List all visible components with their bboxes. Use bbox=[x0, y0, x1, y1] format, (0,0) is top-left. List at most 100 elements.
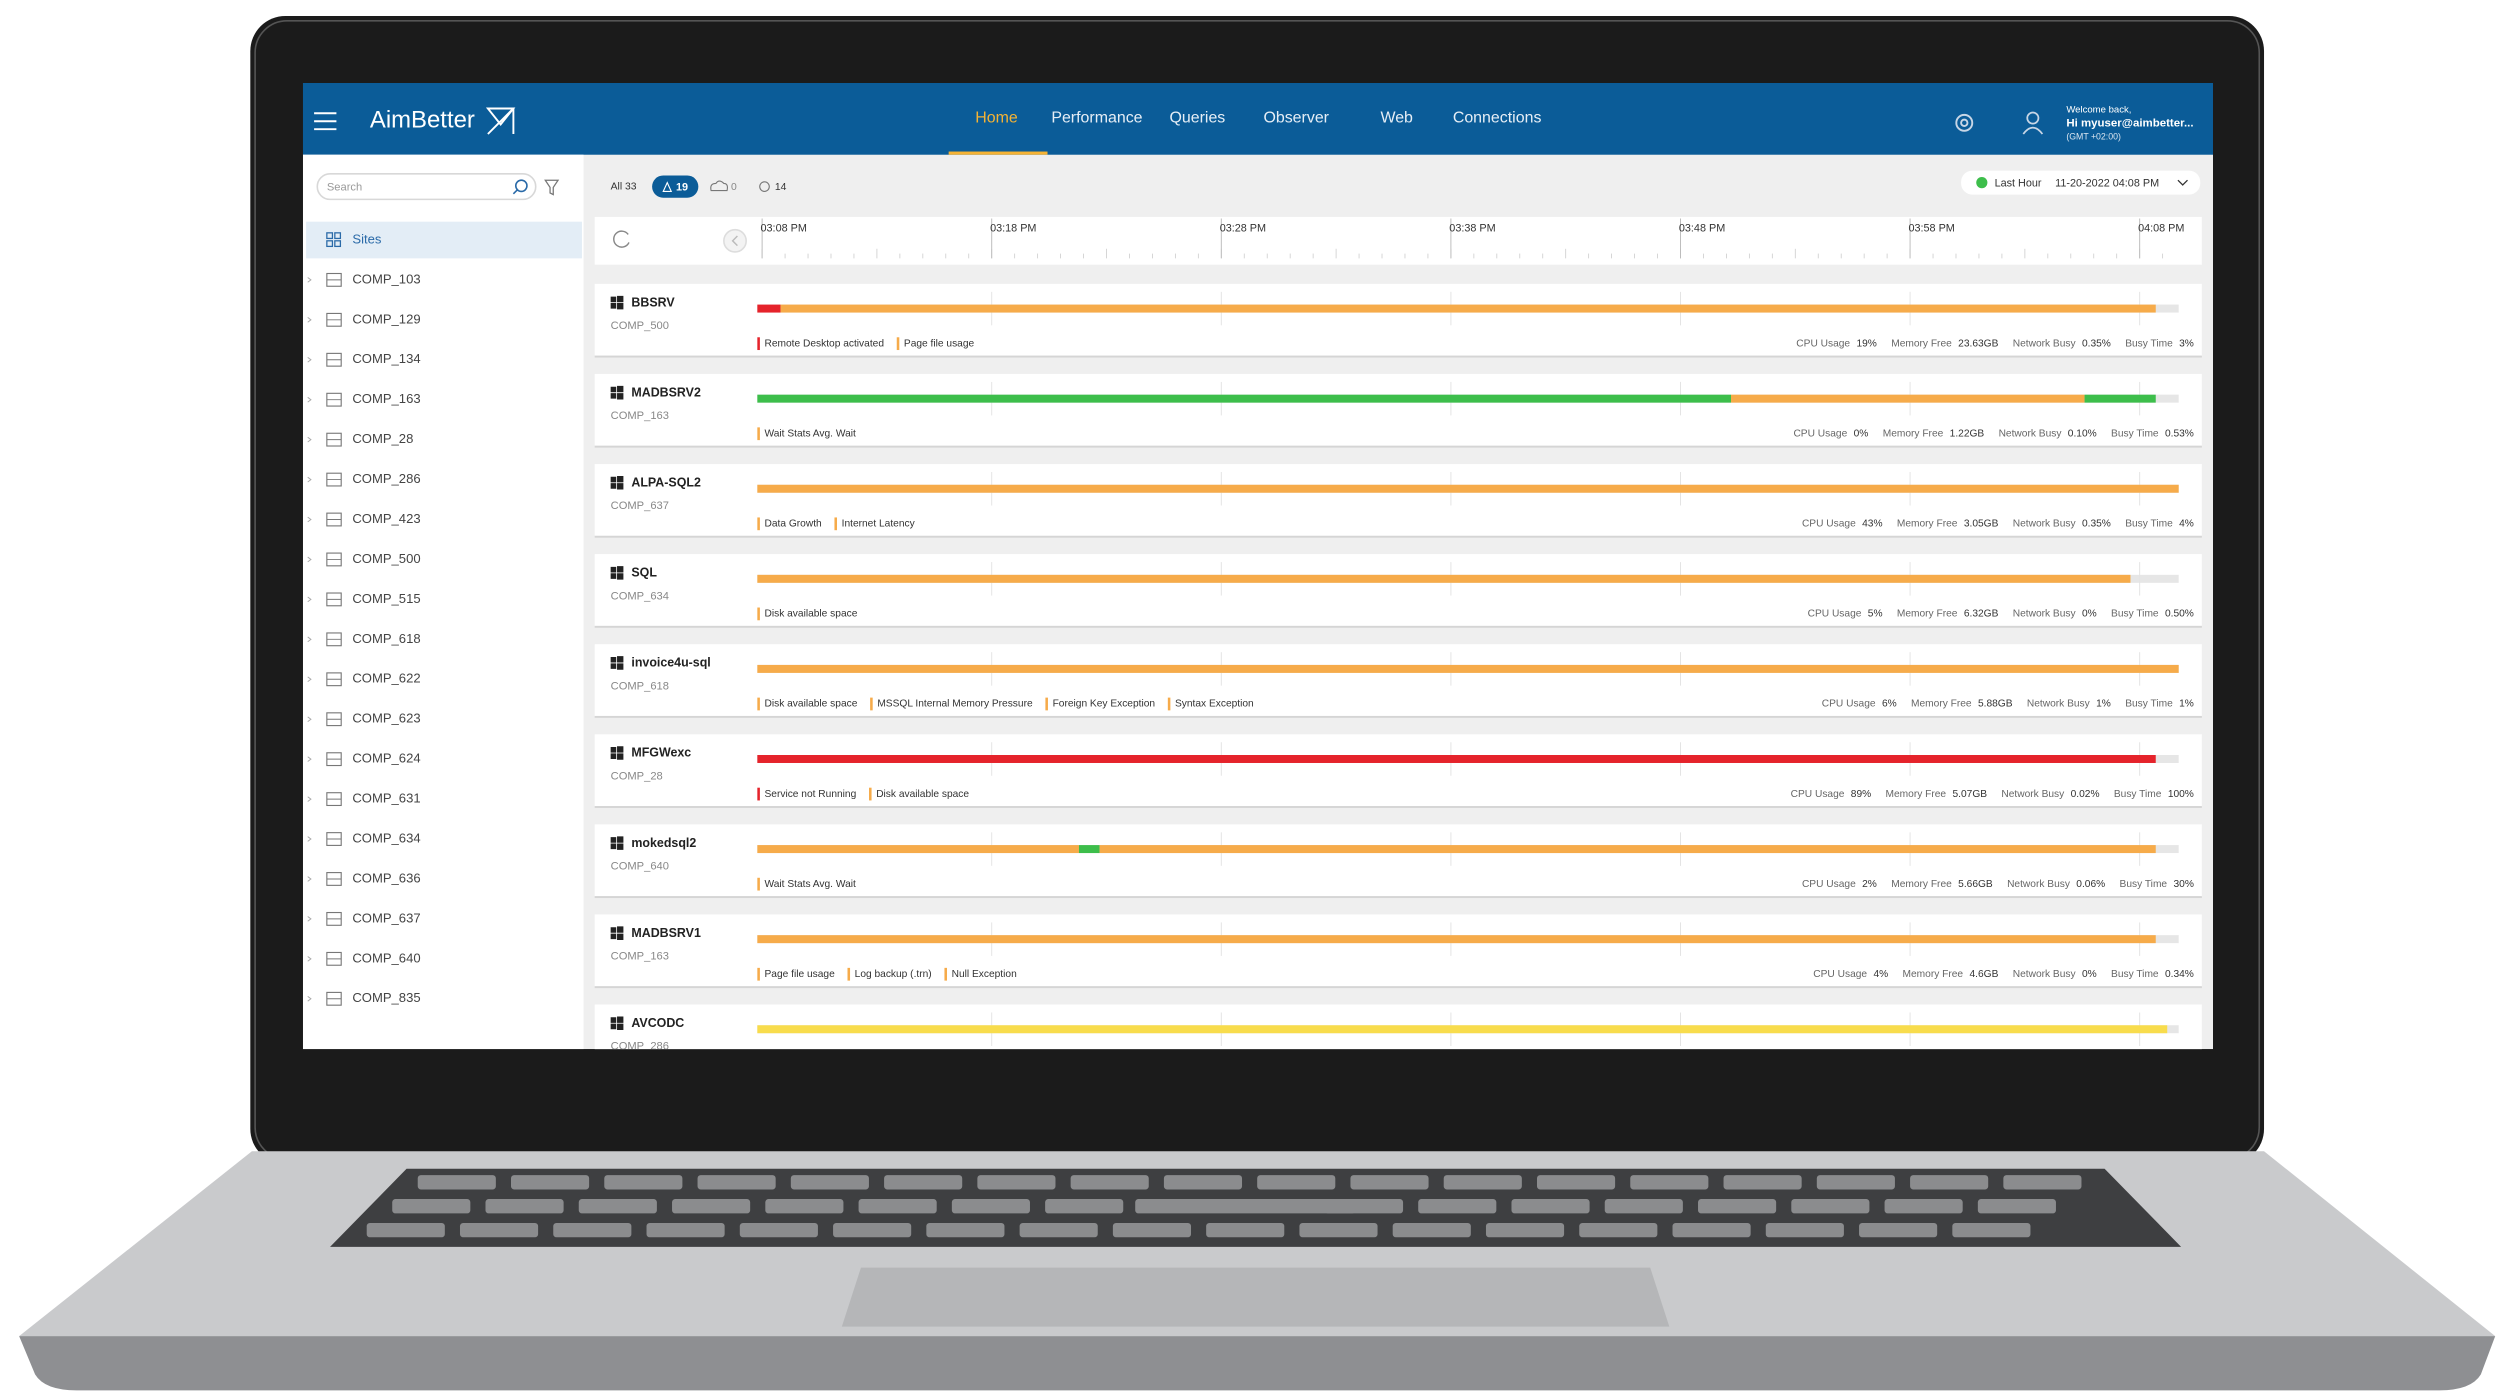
alert-text[interactable]: Wait Stats Avg. Wait bbox=[765, 879, 857, 890]
user-icon[interactable] bbox=[2022, 111, 2044, 135]
expand-arrow[interactable] bbox=[307, 756, 312, 762]
expand-arrow[interactable] bbox=[307, 356, 312, 363]
expand-arrow[interactable] bbox=[307, 436, 312, 443]
back-button[interactable] bbox=[723, 228, 747, 253]
status-segment[interactable] bbox=[1078, 845, 1100, 854]
expand-arrow[interactable] bbox=[307, 716, 312, 722]
alert-text[interactable]: Disk available space bbox=[765, 699, 858, 710]
status-segment[interactable] bbox=[780, 304, 2156, 313]
status-segment[interactable] bbox=[757, 574, 2131, 583]
site-item[interactable]: COMP_623 bbox=[352, 711, 420, 726]
settings-icon[interactable] bbox=[1955, 113, 1974, 132]
expand-arrow[interactable] bbox=[307, 516, 312, 523]
alert-text[interactable]: Syntax Exception bbox=[1175, 699, 1254, 710]
search-box[interactable] bbox=[316, 173, 537, 201]
server-name[interactable]: MFGWexc bbox=[631, 746, 691, 760]
site-item[interactable]: COMP_163 bbox=[352, 391, 420, 406]
server-card[interactable] bbox=[594, 373, 2202, 446]
site-item[interactable]: COMP_28 bbox=[352, 431, 413, 446]
site-item[interactable]: COMP_637 bbox=[352, 910, 420, 925]
alert-text[interactable]: Null Exception bbox=[952, 969, 1017, 980]
status-segment[interactable] bbox=[1099, 845, 2156, 854]
site-item[interactable]: COMP_618 bbox=[352, 631, 420, 646]
alert-text[interactable]: Page file usage bbox=[765, 969, 836, 980]
server-name[interactable]: SQL bbox=[631, 566, 657, 580]
status-segment[interactable] bbox=[757, 845, 1079, 854]
server-card[interactable] bbox=[594, 914, 2202, 987]
site-item[interactable]: COMP_286 bbox=[352, 471, 420, 486]
expand-arrow[interactable] bbox=[307, 317, 312, 323]
site-item[interactable]: COMP_515 bbox=[352, 591, 420, 606]
site-item[interactable]: COMP_103 bbox=[352, 271, 420, 286]
nav-item[interactable]: Web bbox=[1380, 109, 1413, 126]
server-name[interactable]: mokedsql2 bbox=[631, 836, 696, 850]
nav-item[interactable]: Observer bbox=[1263, 109, 1329, 126]
expand-arrow[interactable] bbox=[307, 396, 312, 403]
alert-text[interactable]: Internet Latency bbox=[842, 519, 916, 530]
alert-text[interactable]: Disk available space bbox=[765, 609, 858, 620]
expand-arrow[interactable] bbox=[307, 916, 312, 922]
expand-arrow[interactable] bbox=[307, 476, 312, 483]
expand-arrow[interactable] bbox=[307, 796, 312, 802]
nav-item[interactable]: Queries bbox=[1169, 109, 1225, 126]
status-segment[interactable] bbox=[757, 484, 2179, 493]
alert-text[interactable]: Service not Running bbox=[765, 789, 857, 800]
alert-text[interactable]: Log backup (.trn) bbox=[855, 969, 932, 980]
filter-warning-pill[interactable] bbox=[652, 175, 699, 198]
expand-arrow[interactable] bbox=[307, 836, 312, 842]
sites-row[interactable] bbox=[306, 221, 582, 259]
refresh-icon[interactable] bbox=[613, 230, 630, 248]
site-item[interactable]: COMP_134 bbox=[352, 351, 420, 366]
server-name[interactable]: MADBSRV2 bbox=[631, 385, 701, 399]
server-card[interactable] bbox=[594, 824, 2202, 897]
ok-icon[interactable] bbox=[759, 181, 770, 192]
expand-arrow[interactable] bbox=[307, 596, 312, 603]
status-segment[interactable] bbox=[757, 1025, 2168, 1034]
status-segment[interactable] bbox=[757, 935, 2156, 944]
server-card[interactable] bbox=[594, 283, 2202, 356]
server-name[interactable]: ALPA-SQL2 bbox=[631, 475, 701, 489]
server-name[interactable]: invoice4u-sql bbox=[631, 656, 710, 670]
alert-text[interactable]: MSSQL Internal Memory Pressure bbox=[877, 699, 1033, 710]
status-segment[interactable] bbox=[757, 755, 2156, 763]
nav-item[interactable]: Performance bbox=[1051, 109, 1142, 126]
site-item[interactable]: COMP_631 bbox=[352, 791, 420, 806]
site-item[interactable]: COMP_500 bbox=[352, 551, 420, 566]
filter-offline[interactable]: 0 bbox=[731, 182, 737, 193]
site-item[interactable]: COMP_624 bbox=[352, 751, 420, 766]
nav-item[interactable]: Home bbox=[975, 109, 1018, 126]
status-segment[interactable] bbox=[757, 664, 2179, 673]
filter-icon[interactable] bbox=[544, 179, 560, 196]
status-segment[interactable] bbox=[757, 304, 781, 313]
alert-text[interactable]: Disk available space bbox=[876, 789, 969, 800]
user-name[interactable]: Hi myuser@aimbetter... bbox=[2066, 118, 2193, 130]
server-card[interactable] bbox=[594, 554, 2202, 626]
site-item[interactable]: COMP_423 bbox=[352, 511, 420, 526]
site-item[interactable]: COMP_640 bbox=[352, 950, 420, 965]
expand-arrow[interactable] bbox=[307, 556, 312, 563]
filter-ok[interactable]: 14 bbox=[775, 182, 787, 193]
alert-text[interactable]: Remote Desktop activated bbox=[765, 338, 885, 349]
status-segment[interactable] bbox=[2084, 394, 2156, 403]
menu-icon[interactable] bbox=[314, 112, 337, 131]
server-name[interactable]: AVCODC bbox=[631, 1016, 684, 1030]
server-card[interactable] bbox=[594, 464, 2202, 536]
expand-arrow[interactable] bbox=[307, 876, 312, 882]
expand-arrow[interactable] bbox=[307, 676, 312, 683]
server-name[interactable]: BBSRV bbox=[631, 295, 675, 309]
status-segment[interactable] bbox=[1730, 394, 2085, 403]
filter-all[interactable]: All 33 bbox=[611, 181, 637, 192]
site-item[interactable]: COMP_129 bbox=[352, 311, 420, 326]
expand-arrow[interactable] bbox=[307, 636, 312, 643]
server-name[interactable]: MADBSRV1 bbox=[631, 926, 701, 940]
search-icon[interactable] bbox=[512, 179, 528, 195]
server-card[interactable] bbox=[594, 644, 2202, 716]
site-item[interactable]: COMP_835 bbox=[352, 990, 420, 1005]
alert-text[interactable]: Page file usage bbox=[904, 338, 975, 349]
offline-icon[interactable] bbox=[710, 180, 728, 192]
expand-arrow[interactable] bbox=[307, 996, 312, 1002]
site-item[interactable]: COMP_622 bbox=[352, 671, 420, 686]
alert-text[interactable]: Wait Stats Avg. Wait bbox=[765, 428, 857, 439]
status-segment[interactable] bbox=[757, 394, 1731, 403]
expand-arrow[interactable] bbox=[307, 956, 312, 962]
